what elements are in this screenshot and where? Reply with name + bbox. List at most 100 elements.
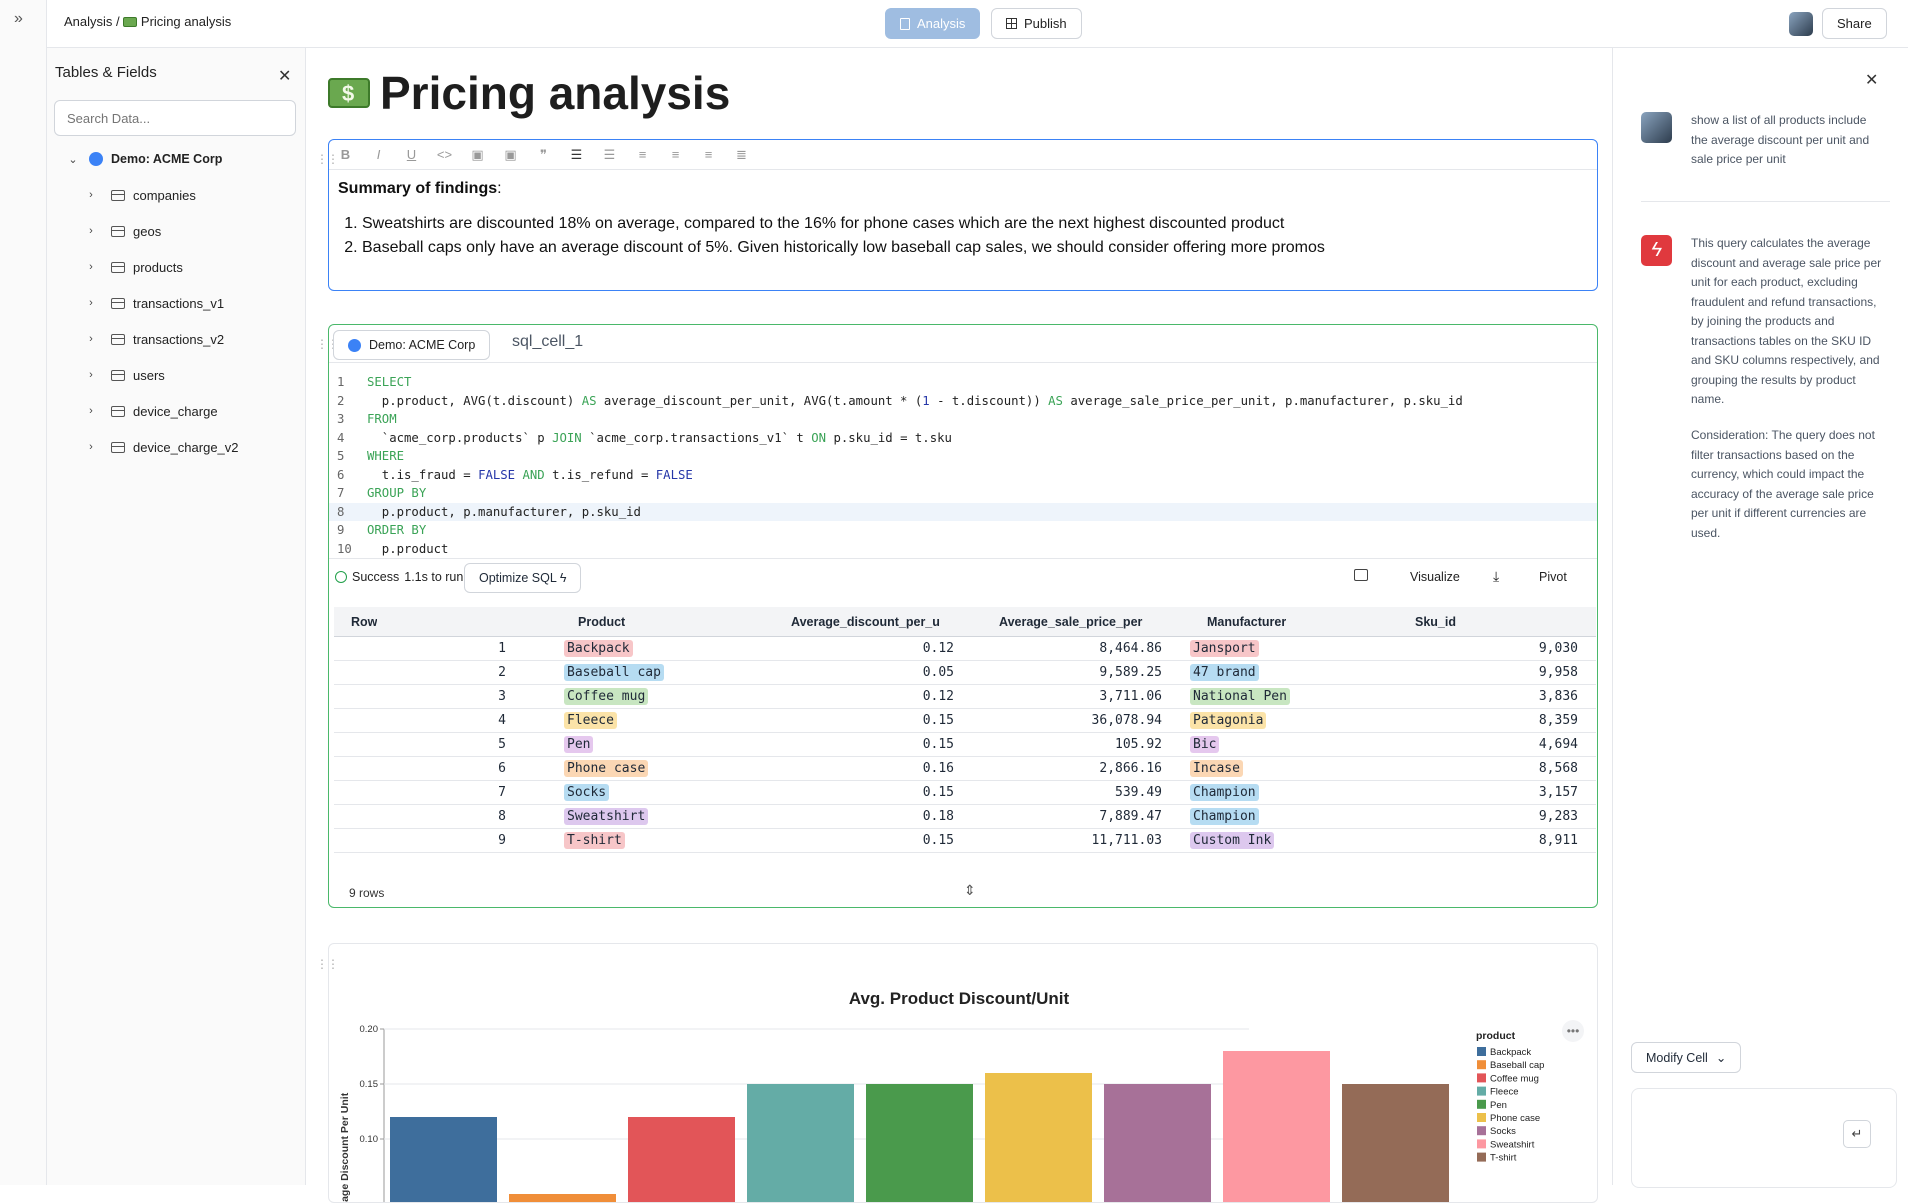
resize-handle-icon[interactable]: ⇕ [964,882,976,898]
table-row[interactable]: 6 Phone case 0.16 2,866.16 Incase 8,568 [334,757,1596,781]
table-row[interactable]: 9 T-shirt 0.15 11,711.03 Custom Ink 8,911 [334,829,1596,853]
drag-handle-icon[interactable]: ⋮⋮ [316,957,339,971]
quote-icon[interactable]: ❞ [540,146,547,162]
visualize-button[interactable]: Visualize [1410,570,1460,584]
align-right-icon[interactable]: ≡ [704,147,713,162]
table-label: products [133,259,183,275]
bold-icon[interactable]: B [340,147,351,162]
modify-cell-dropdown[interactable]: Modify Cell ⌄ [1631,1042,1742,1073]
chevron-right-icon[interactable]: › [89,225,93,237]
column-header[interactable]: Average_sale_price_per [999,615,1143,629]
submit-enter-icon[interactable]: ↵ [1843,1120,1871,1148]
chevron-right-icon[interactable]: › [89,261,93,273]
analysis-tab-button[interactable]: Analysis [885,8,981,39]
manufacturer-pill: Incase [1190,760,1243,777]
italic-icon[interactable]: I [376,147,381,162]
chevron-right-icon[interactable]: › [89,405,93,417]
tree-table-item[interactable]: › companies [85,183,196,207]
table-header: Row Product Average_discount_per_u Avera… [334,607,1596,637]
download-icon[interactable]: ⤓ [1493,568,1500,584]
sql-editor[interactable]: 1 SELECT 2 p.product, AVG(t.discount) AS … [329,362,1597,558]
column-header[interactable]: Row [351,615,378,629]
table-row[interactable]: 1 Backpack 0.12 8,464.86 Jansport 9,030 [334,637,1596,661]
tree-database[interactable]: ⌄ Demo: ACME Corp [67,147,222,171]
column-header[interactable]: Sku_id [1415,615,1456,629]
legend-label: Baseball cap [1490,1060,1544,1071]
expand-sidebar-icon[interactable]: » [14,10,23,27]
chevron-right-icon[interactable]: › [89,333,93,345]
prompt-input[interactable]: ↵ [1631,1088,1897,1188]
table-icon [111,441,125,453]
close-icon[interactable]: ✕ [278,68,292,85]
chart-cell[interactable]: Avg. Product Discount/Unit 0.20 0.15 0.10 ra… [328,943,1598,1203]
tree-table-item[interactable]: › device_charge_v2 [85,435,238,459]
search-input[interactable] [54,100,296,136]
cell-name[interactable]: sql_cell_1 [512,333,584,350]
chevron-right-icon[interactable]: › [89,441,93,453]
table-row[interactable]: 8 Sweatshirt 0.18 7,889.47 Champion 9,283 [334,805,1596,829]
close-icon[interactable]: ✕ [1865,72,1879,89]
publish-tab-button[interactable]: Publish [991,8,1082,39]
pivot-button[interactable]: Pivot [1539,570,1567,584]
chart-menu-dots: ••• [1567,1024,1580,1038]
heading2-icon[interactable]: ▣ [504,146,517,162]
text-cell[interactable]: B I U <> ▣ ▣ ❞ ☰ ☰ ≡ ≡ ≡ ≣ Summary of fi… [328,139,1598,291]
expand-icon[interactable] [1354,569,1368,581]
text-cell-body[interactable]: Summary of findings: Sweatshirts are dis… [338,180,1325,260]
manufacturer-pill: Patagonia [1190,712,1267,729]
line-number: 6 [337,467,345,482]
runtime-label: 1.1s to run [404,570,464,584]
sql-cell[interactable]: Demo: ACME Corp sql_cell_1 1 SELECT 2 p.p… [328,324,1598,908]
line-number: 9 [337,523,345,537]
tree-table-item[interactable]: › transactions_v1 [85,291,224,315]
table-row[interactable]: 2 Baseball cap 0.05 9,589.25 47 brand 9,958 [334,661,1596,685]
price-cell: 8,464.86 [1099,641,1162,656]
discount-cell: 0.18 [922,809,954,824]
tree-table-item[interactable]: › transactions_v2 [85,327,224,351]
table-label: transactions_v2 [133,331,225,347]
row-number: 6 [498,761,506,776]
table-row[interactable]: 5 Pen 0.15 105.92 Bic 4,694 [334,733,1596,757]
underline-icon[interactable]: U [406,147,417,162]
align-justify-icon[interactable]: ≣ [736,146,747,162]
chart-menu-icon[interactable] [1562,1020,1584,1042]
column-header[interactable]: Average_discount_per_u [791,615,940,629]
user-avatar[interactable] [1789,12,1813,36]
chevron-right-icon[interactable]: › [89,189,93,201]
optimize-sql-button[interactable]: Optimize SQL ϟ [464,563,582,593]
bullet-list-icon[interactable]: ☰ [603,146,616,162]
chevron-right-icon[interactable]: › [89,369,93,381]
column-header[interactable]: Product [578,615,626,629]
code-icon[interactable]: <> [436,147,453,162]
drag-handle-icon[interactable]: ⋮⋮ [316,152,339,166]
tree-table-item[interactable]: › geos [85,219,161,243]
chevron-down-icon[interactable]: ⌄ [68,153,78,166]
align-left-icon[interactable]: ≡ [638,147,647,162]
price-cell: 3,711.06 [1099,689,1162,704]
manufacturer-pill: National Pen [1190,688,1290,705]
tree-table-item[interactable]: › users [85,363,165,387]
share-button[interactable]: Share [1822,8,1887,39]
column-header[interactable]: Manufacturer [1207,615,1287,629]
align-center-icon[interactable]: ≡ [671,147,680,162]
connection-tab[interactable]: Demo: ACME Corp [333,330,491,360]
sku-cell: 9,283 [1538,809,1578,824]
table-row[interactable]: 3 Coffee mug 0.12 3,711.06 National Pen 3,836 [334,685,1596,709]
heading1-icon[interactable]: ▣ [471,146,484,162]
breadcrumb-root[interactable]: Analysis [64,14,113,29]
product-pill: Coffee mug [564,688,649,705]
sku-cell: 9,958 [1538,665,1578,680]
legend-title: product [1476,1030,1516,1042]
sku-cell: 8,911 [1538,833,1578,848]
chevron-right-icon[interactable]: › [89,297,93,309]
ordered-list-icon[interactable]: ☰ [570,146,583,162]
tables-fields-panel: Tables & Fields ✕ ⌄ Demo: ACME Corp › com… [47,48,306,1185]
table-row[interactable]: 4 Fleece 0.15 36,078.94 Patagonia 8,359 [334,709,1596,733]
bar [1342,1084,1449,1202]
tree-table-item[interactable]: › device_charge [85,399,217,423]
user-avatar [1641,112,1672,143]
page-title-text[interactable]: Pricing analysis [380,67,731,119]
table-row[interactable]: 7 Socks 0.15 539.49 Champion 3,157 [334,781,1596,805]
y-tick-label: 0.20 [360,1024,379,1035]
tree-table-item[interactable]: › products [85,255,183,279]
